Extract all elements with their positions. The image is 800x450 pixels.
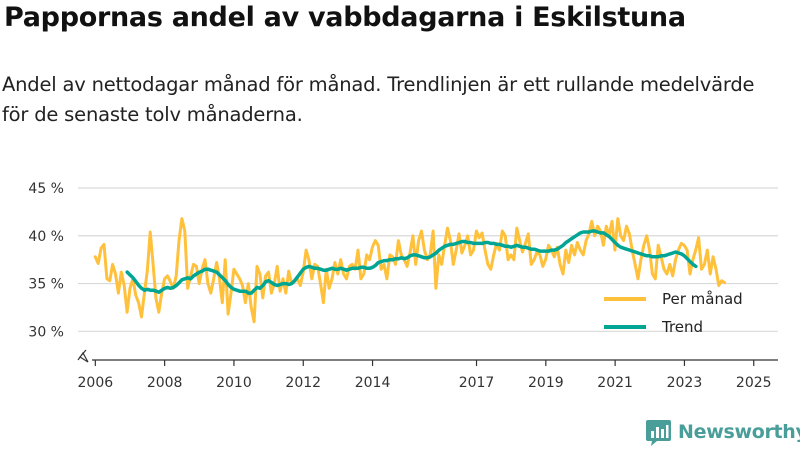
x-tick-label: 2023 — [667, 375, 703, 391]
y-tick-label: 30 % — [28, 324, 64, 340]
gridlines — [78, 187, 778, 332]
y-axis-ticks: 30 % 35 % 40 % 45 % — [28, 181, 64, 340]
newsworthy-logo: Newsworthy — [645, 418, 800, 446]
legend-label: Trend — [661, 318, 703, 336]
x-tick-label: 2010 — [216, 375, 252, 391]
x-tick-label: 2019 — [528, 375, 564, 391]
chart-subtitle: Andel av nettodagar månad för månad. Tre… — [2, 73, 755, 126]
y-tick-label: 40 % — [28, 229, 64, 245]
legend-label: Per månad — [662, 290, 743, 308]
brand-name: Newsworthy — [678, 421, 800, 443]
x-axis-ticks: 2006 2008 2010 2012 2014 2017 2019 2021 2023 2025 — [78, 360, 772, 391]
x-axis — [77, 349, 778, 363]
x-tick-label: 2006 — [78, 375, 114, 391]
series-line-trend — [125, 229, 698, 295]
axis-break-mark — [77, 349, 89, 363]
x-tick-label: 2017 — [459, 375, 495, 391]
series-line-per-manad — [93, 217, 727, 324]
x-tick-label: 2014 — [355, 375, 391, 391]
y-tick-label: 35 % — [28, 277, 64, 293]
series-lines — [93, 217, 727, 324]
bar-chart-icon — [646, 420, 671, 446]
x-tick-label: 2012 — [285, 375, 321, 391]
x-tick-label: 2021 — [597, 375, 633, 391]
x-tick-label: 2025 — [736, 375, 772, 391]
x-tick-label: 2008 — [147, 375, 183, 391]
legend: Per månad Trend — [604, 290, 743, 336]
y-tick-label: 45 % — [28, 181, 64, 197]
page-title: Pappornas andel av vabbdagarna i Eskilst… — [4, 2, 686, 33]
